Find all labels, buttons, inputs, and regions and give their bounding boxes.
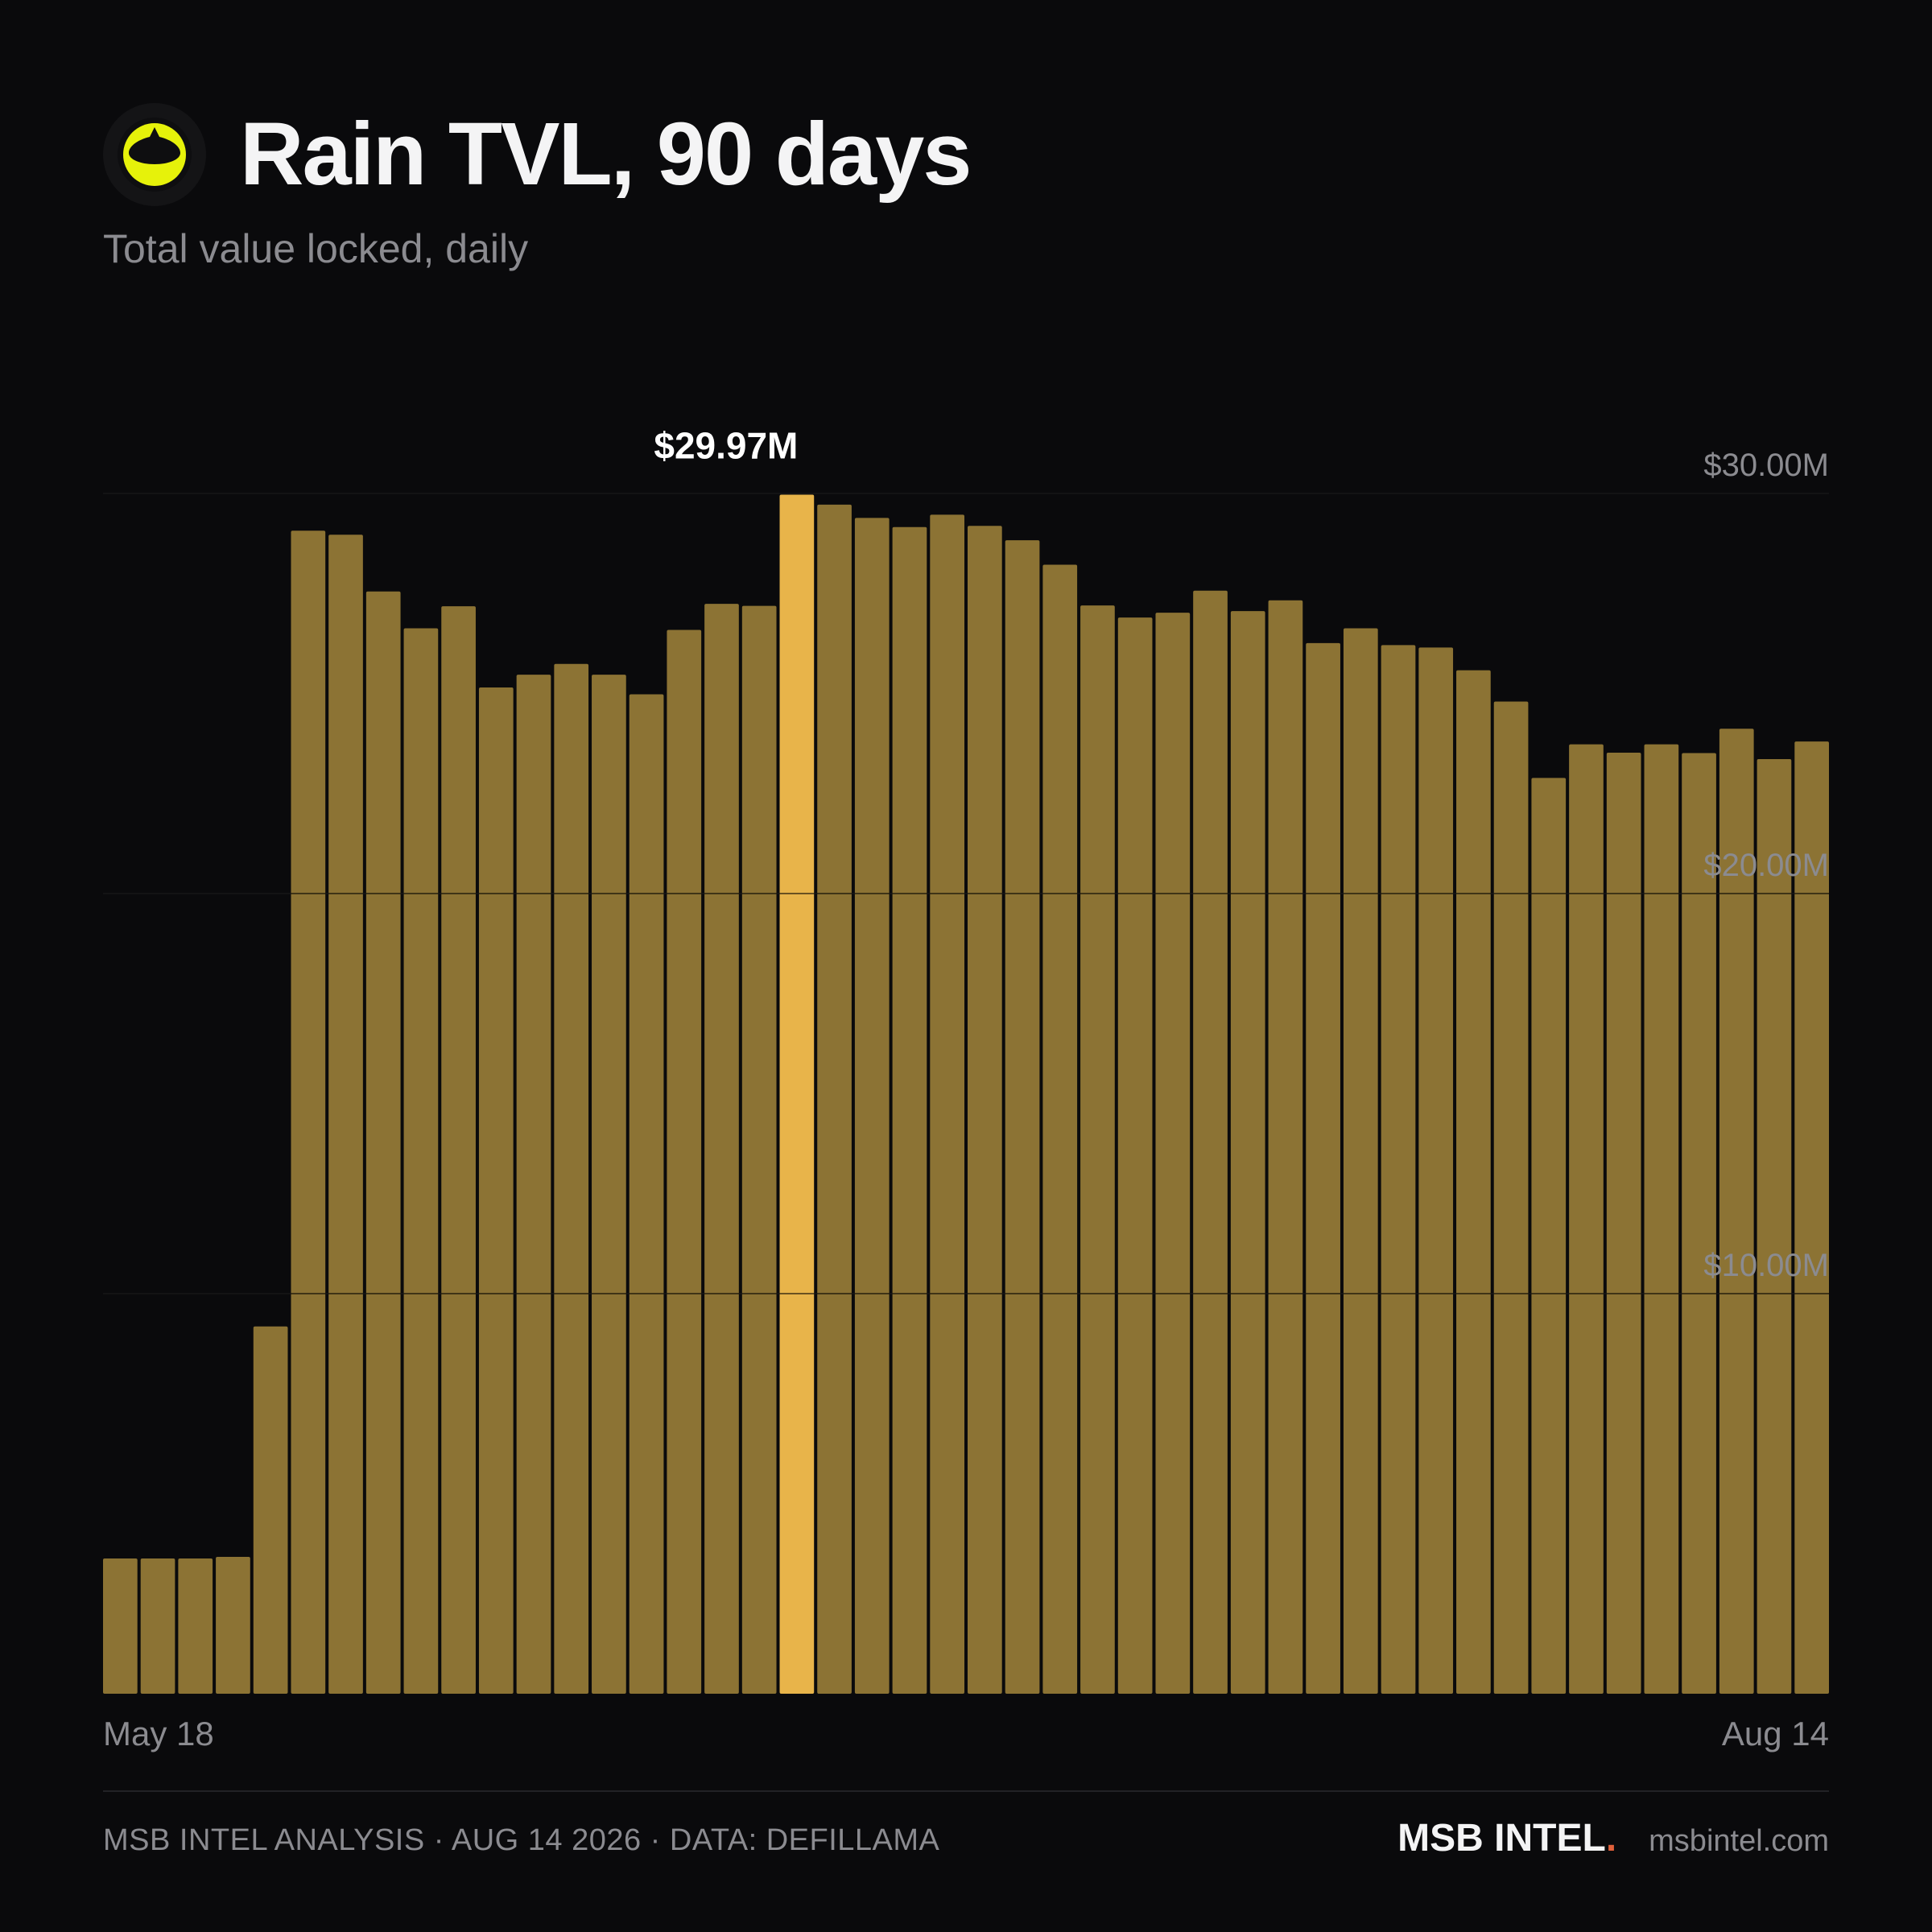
bar <box>291 530 326 1695</box>
bar <box>140 1558 175 1694</box>
bar <box>103 1558 138 1694</box>
bar <box>1456 670 1491 1694</box>
bar <box>1117 617 1153 1694</box>
bar <box>741 605 777 1694</box>
brand-name: MSB INTEL <box>1397 1817 1606 1860</box>
bar <box>968 526 1002 1694</box>
page-title: Rain TVL, 90 days <box>240 105 972 204</box>
y-tick-label: $30.00M <box>1703 448 1829 483</box>
footer-divider <box>103 1790 1829 1792</box>
bar <box>1719 729 1754 1694</box>
y-tick-label: $20.00M <box>1703 848 1829 883</box>
bar <box>1569 744 1604 1694</box>
bar <box>1531 778 1567 1695</box>
bar <box>667 630 702 1694</box>
y-tick-label: $10.00M <box>1703 1248 1829 1283</box>
bar <box>1418 647 1454 1694</box>
bar <box>854 518 890 1694</box>
bar <box>478 687 514 1695</box>
bar <box>1080 605 1115 1695</box>
bar <box>516 675 551 1694</box>
bar <box>1794 741 1829 1694</box>
header: Rain TVL, 90 days <box>103 103 972 206</box>
bar <box>1757 759 1792 1694</box>
page-subtitle: Total value locked, daily <box>103 226 529 271</box>
x-tick-label-end: Aug 14 <box>1722 1715 1829 1752</box>
bar <box>817 504 852 1694</box>
bar <box>253 1326 288 1694</box>
rain-logo-icon <box>103 103 206 206</box>
bar <box>554 663 589 1695</box>
tvl-bar-chart: $10.00M $20.00M $30.00M $29.97M May 18 Aug 14 <box>103 424 1829 1752</box>
footer-brand: MSB INTEL. msbintel.com <box>1397 1816 1829 1860</box>
bar <box>178 1558 213 1694</box>
highlight-value-label: $29.97M <box>654 424 798 466</box>
bar <box>1381 645 1416 1694</box>
bar <box>1230 611 1265 1695</box>
bar <box>629 694 664 1694</box>
bar <box>328 535 363 1695</box>
bar <box>365 591 401 1694</box>
bar <box>1306 642 1340 1695</box>
bar <box>216 1557 250 1694</box>
bar <box>403 628 439 1694</box>
x-tick-label-start: May 18 <box>103 1715 214 1752</box>
bar <box>1682 753 1716 1694</box>
bar <box>704 604 739 1694</box>
bar <box>1155 613 1191 1695</box>
bar <box>892 526 927 1694</box>
bar <box>1606 753 1641 1694</box>
bar <box>930 514 964 1694</box>
bar-highlight <box>779 494 815 1695</box>
footer-source: MSB INTEL ANALYSIS · AUG 14 2026 · DATA:… <box>103 1823 940 1857</box>
brand-dot: . <box>1605 1817 1617 1860</box>
bar <box>1343 628 1378 1694</box>
bar <box>1193 590 1228 1694</box>
bar <box>592 675 626 1694</box>
bar <box>1005 540 1040 1695</box>
site-url: msbintel.com <box>1649 1824 1829 1858</box>
bar <box>441 606 476 1694</box>
bar <box>1042 564 1078 1694</box>
bar <box>1493 701 1529 1695</box>
bar <box>1644 744 1679 1694</box>
bar <box>1268 600 1303 1694</box>
